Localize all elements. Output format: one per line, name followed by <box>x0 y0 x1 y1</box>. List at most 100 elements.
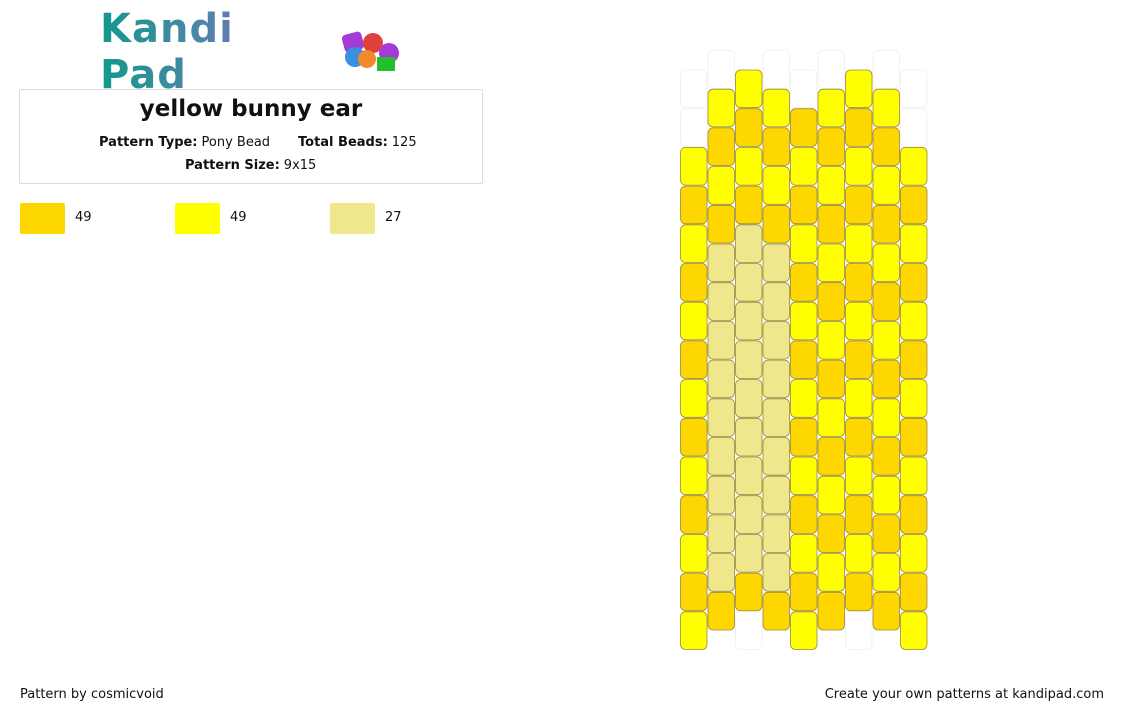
bead <box>790 456 818 496</box>
bead <box>845 611 873 650</box>
bead <box>817 320 845 360</box>
label: Pattern Type: <box>99 135 198 150</box>
color-count: 27 <box>385 210 402 225</box>
bead <box>817 437 845 476</box>
bead <box>845 301 873 341</box>
bead <box>735 417 763 457</box>
bead <box>900 185 928 225</box>
bead <box>680 146 708 186</box>
bead <box>872 437 900 476</box>
bead <box>735 69 763 109</box>
bead <box>900 534 928 573</box>
bead <box>735 340 763 379</box>
bead <box>762 127 790 167</box>
bead <box>872 514 900 554</box>
bead <box>900 340 928 379</box>
bead <box>762 50 790 89</box>
bead <box>900 224 928 263</box>
bead <box>762 514 790 554</box>
bead <box>900 108 928 147</box>
value: 125 <box>391 135 417 150</box>
bead <box>817 282 845 321</box>
bead <box>707 591 735 631</box>
bead <box>790 146 818 186</box>
bead <box>790 611 818 650</box>
label: Total Beads: <box>298 135 388 150</box>
bead <box>817 475 845 515</box>
bead <box>735 495 763 534</box>
bead <box>845 379 873 418</box>
bead <box>707 475 735 515</box>
bead <box>707 166 735 205</box>
bead <box>900 301 928 341</box>
bead <box>762 591 790 631</box>
bead <box>790 417 818 457</box>
bead <box>762 475 790 515</box>
bead <box>790 379 818 418</box>
pattern-type: Pattern Type: Pony Bead <box>99 135 270 150</box>
bead <box>762 166 790 205</box>
author: Pattern by cosmicvoid <box>20 687 164 702</box>
logo[interactable]: Kandi Pad <box>100 6 410 98</box>
bead <box>735 185 763 225</box>
label: Pattern Size: <box>185 158 280 173</box>
bead <box>900 611 928 650</box>
bead <box>680 340 708 379</box>
bead <box>817 591 845 631</box>
bead <box>872 591 900 631</box>
bead <box>680 379 708 418</box>
bead <box>762 553 790 592</box>
bead <box>790 263 818 302</box>
bead <box>735 263 763 302</box>
color-count: 49 <box>230 210 247 225</box>
bead <box>735 379 763 418</box>
pattern-size: Pattern Size: 9x15 <box>185 158 316 173</box>
bead <box>762 282 790 321</box>
bead <box>735 572 763 612</box>
bead <box>872 282 900 321</box>
bead <box>790 69 818 109</box>
bead <box>790 340 818 379</box>
bead <box>790 108 818 147</box>
bead <box>735 534 763 573</box>
bead <box>707 398 735 437</box>
logo-beads <box>342 31 400 71</box>
bead <box>680 534 708 573</box>
bead <box>817 243 845 283</box>
bead <box>817 398 845 437</box>
bead <box>817 514 845 554</box>
bead <box>762 437 790 476</box>
bead <box>735 611 763 650</box>
bead <box>872 204 900 244</box>
bead <box>680 185 708 225</box>
bead <box>845 146 873 186</box>
bead <box>845 224 873 263</box>
bead <box>845 69 873 109</box>
bead <box>707 282 735 321</box>
pattern-title: yellow bunny ear <box>139 96 363 122</box>
color-swatch <box>330 203 375 234</box>
bead <box>680 417 708 457</box>
bead <box>790 534 818 573</box>
bead <box>707 359 735 399</box>
pattern-card: yellow bunny ear Pattern Type: Pony Bead … <box>19 89 483 184</box>
bead <box>762 398 790 437</box>
color-swatch <box>175 203 220 234</box>
bead <box>817 166 845 205</box>
bead <box>680 572 708 612</box>
bead <box>845 340 873 379</box>
bead <box>735 224 763 263</box>
bead <box>680 108 708 147</box>
bead <box>707 88 735 128</box>
bead <box>845 534 873 573</box>
bead <box>845 185 873 225</box>
bead <box>680 224 708 263</box>
bead <box>707 243 735 283</box>
bead <box>872 320 900 360</box>
bead <box>707 514 735 554</box>
bead <box>680 611 708 650</box>
bead <box>872 243 900 283</box>
bead <box>900 456 928 496</box>
